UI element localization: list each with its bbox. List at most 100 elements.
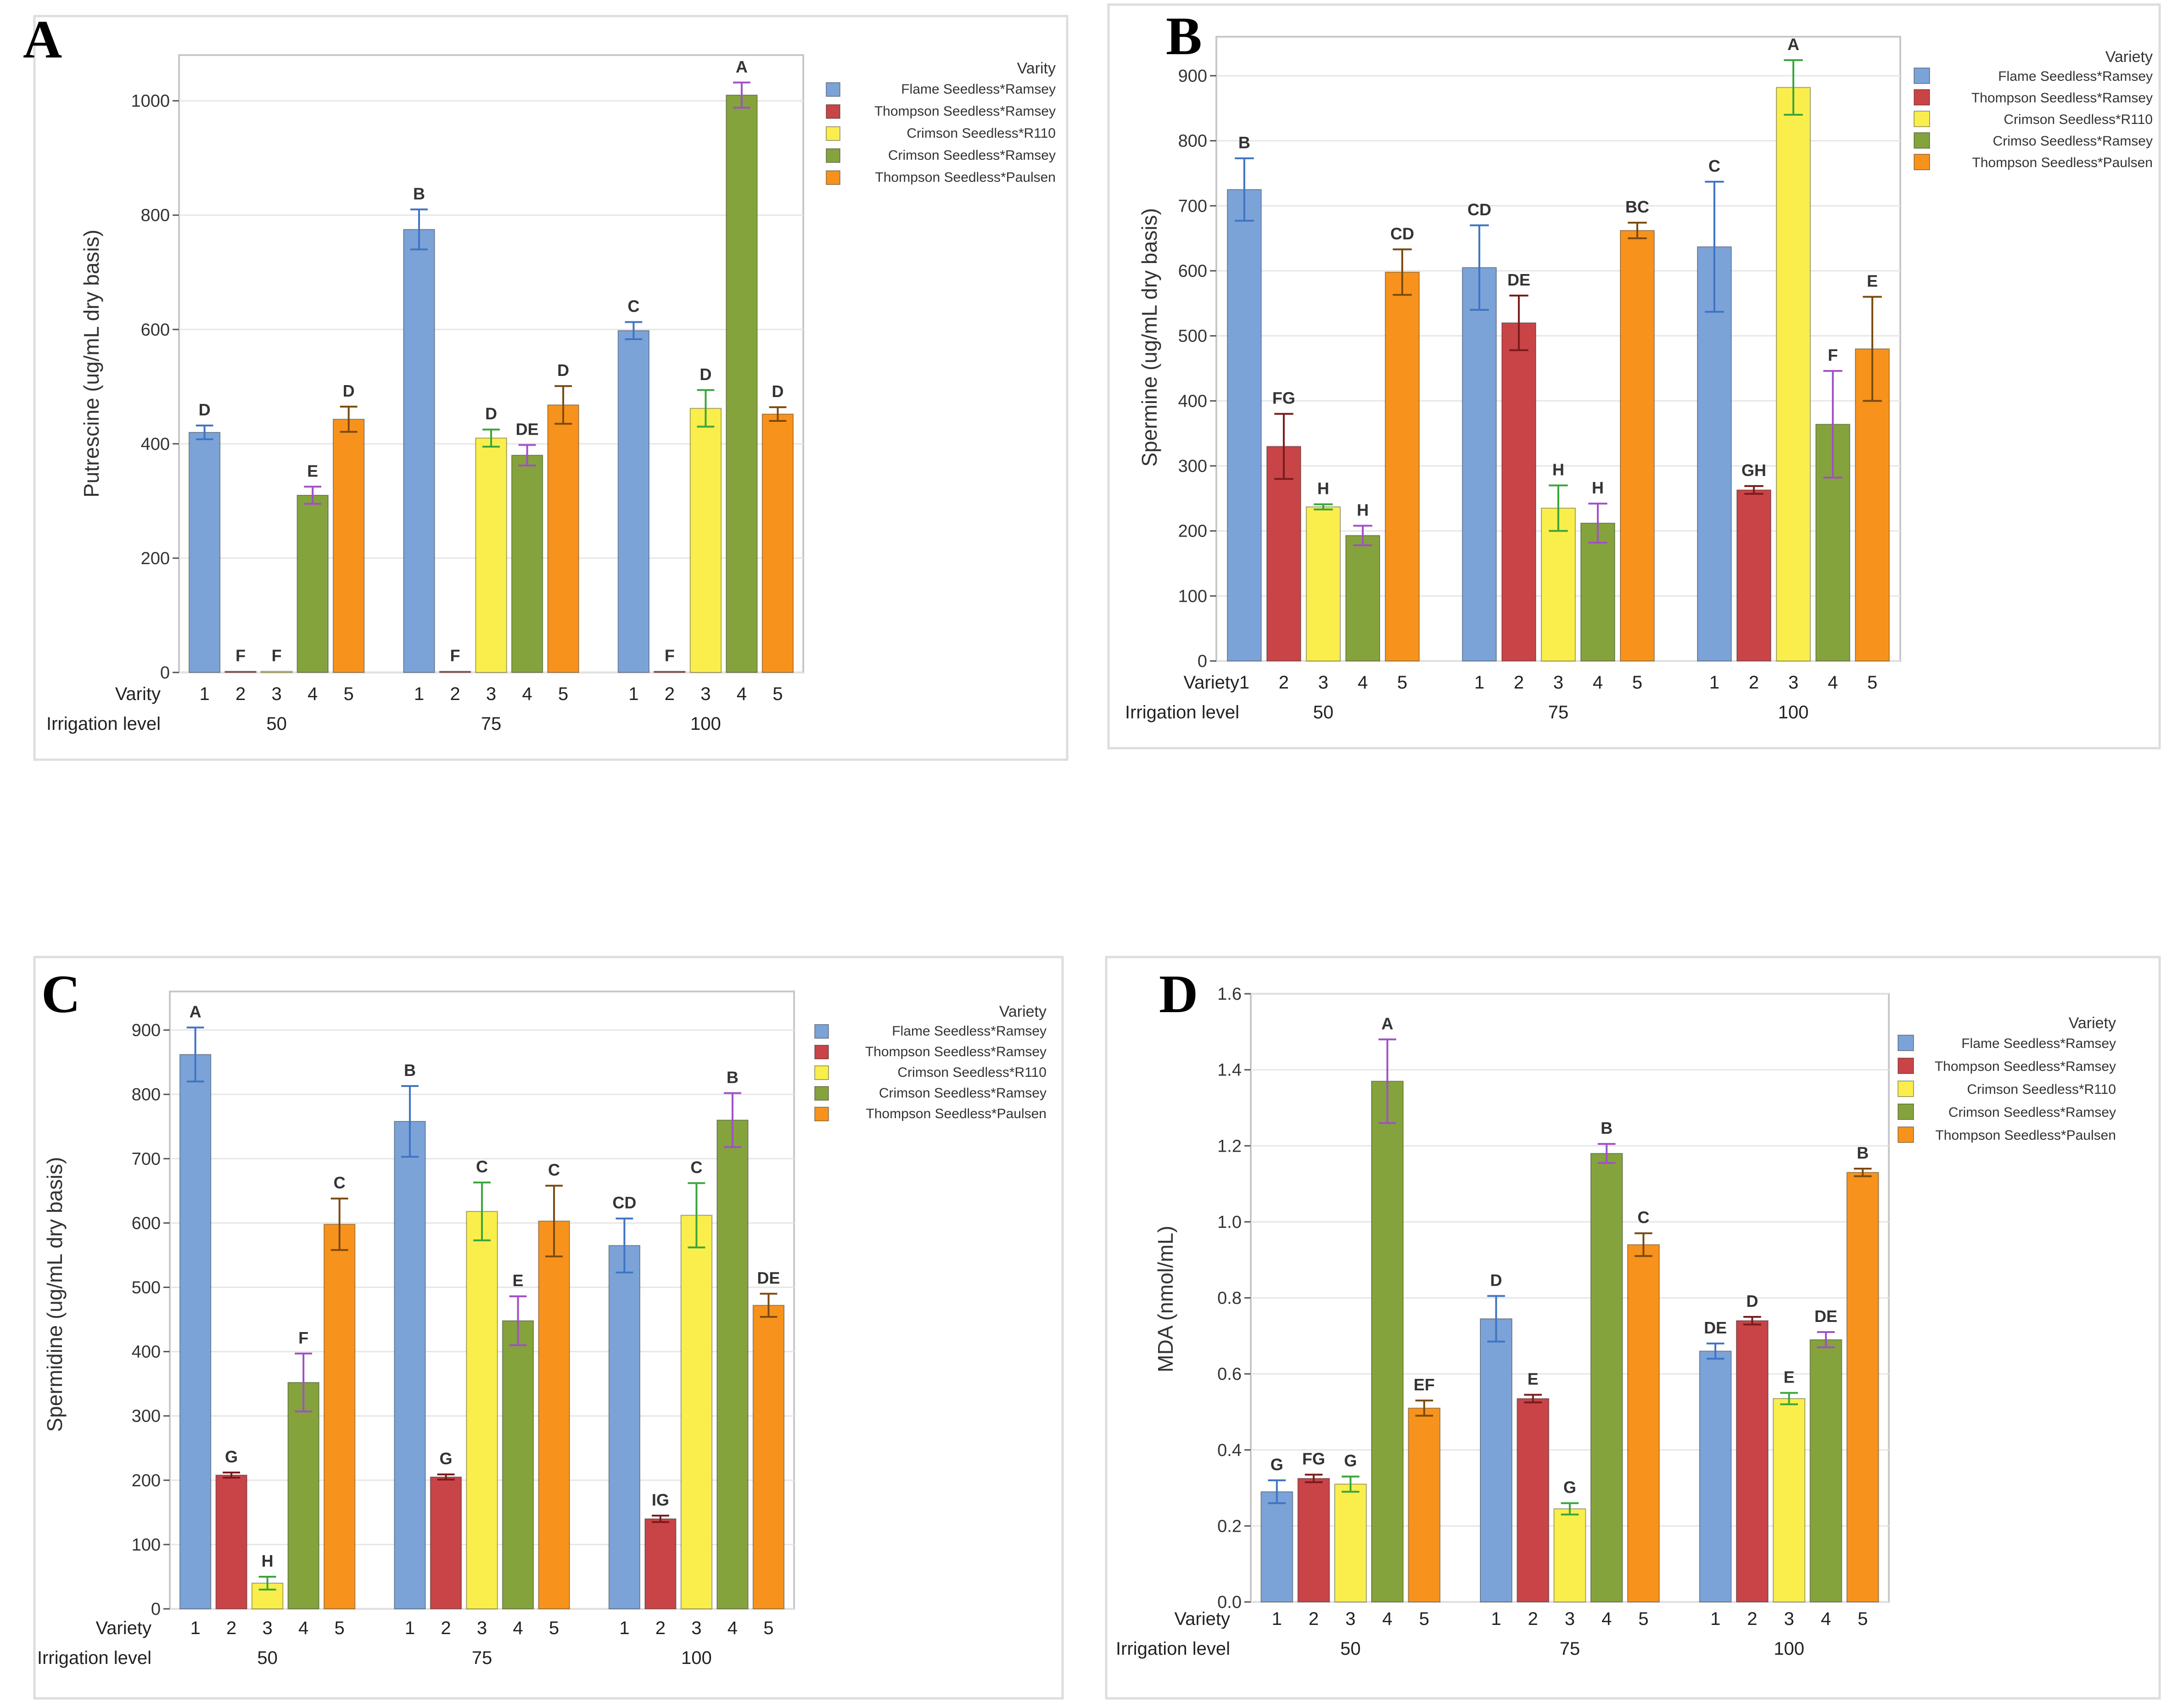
panel-b-legend-swatch-4 [1914, 132, 1930, 149]
panel-b-bar-g3-v1 [1697, 246, 1732, 661]
panel-d-x-tick-g2-v1: 1 [1491, 1609, 1501, 1629]
panel-d-y-tick-label-2: 0.4 [1217, 1441, 1242, 1460]
panel-b-x-tick-g3-v2: 2 [1749, 672, 1759, 693]
panel-a-variety-row-label: Varity [115, 684, 161, 704]
panel-d-x-tick-g1-v2: 2 [1309, 1609, 1319, 1629]
panel-c-sig-letter-g3-v2: IG [652, 1490, 669, 1509]
panel-c-y-axis-label: Spermidine (ug/mL dry basis) [43, 1157, 67, 1432]
panel-d-sig-letter-g3-v3: E [1784, 1368, 1795, 1387]
panel-b-legend-label-4: Crimso Seedless*Ramsey [1993, 134, 2153, 149]
panel-b-y-tick-label-0: 0 [1198, 652, 1207, 671]
panel-b-sig-letter-g2-v2: DE [1507, 270, 1530, 289]
panel-c-bar-g1-v1 [179, 1054, 212, 1609]
panel-b-error-bars [1235, 59, 1882, 546]
panel-d-sig-letter-g3-v1: DE [1704, 1318, 1727, 1337]
panel-a-x-tick-g3-v4: 4 [737, 684, 747, 704]
panel-b-sig-letter-g1-v1: B [1238, 133, 1250, 152]
panel-c-legend-swatch-2 [814, 1045, 829, 1059]
panel-d-y-axis-label: MDA (nmol/mL) [1153, 1226, 1177, 1372]
panel-c-x-tick-g1-v5: 5 [335, 1618, 345, 1638]
panel-d-bar-g1-v3 [1334, 1484, 1367, 1602]
panel-a-legend-label-3: Crimson Seedless*R110 [907, 126, 1056, 141]
panel-b-x-tick-g2-v3: 3 [1553, 672, 1563, 693]
panel-b-x-tick-g1-v5: 5 [1397, 672, 1407, 693]
panel-a-x-tick-g1-v2: 2 [235, 684, 246, 704]
panel-c-x-tick-g2-v2: 2 [441, 1618, 451, 1638]
panel-c-x-tick-g2-v3: 3 [477, 1618, 487, 1638]
panel-d-error-bars [1268, 1038, 1872, 1516]
panel-b-x-tick-g3-v4: 4 [1828, 672, 1838, 693]
panel-c-legend-label-4: Crimson Seedless*Ramsey [879, 1086, 1047, 1101]
panel-a-sig-letter-g1-v2: F [235, 646, 246, 665]
panel-a-group-label-3: 100 [690, 714, 721, 734]
panel-a-error-bars [196, 81, 787, 505]
panel-d-bar-g2-v2 [1517, 1398, 1550, 1602]
panel-c-sig-letter-g2-v5: C [548, 1160, 560, 1179]
panel-d-bar-g3-v3 [1773, 1398, 1806, 1602]
panel-d-letter: D [1159, 964, 1198, 1024]
panel-c-legend: Variety Flame Seedless*Ramsey Thompson Se… [814, 1003, 1047, 1121]
panel-a-y-tick-label-0: 0 [160, 663, 170, 683]
panel-c-error-bars [186, 1026, 778, 1590]
panel-b-legend-label-5: Thompson Seedless*Paulsen [1972, 155, 2153, 170]
panel-d-x-tick-g2-v2: 2 [1528, 1609, 1538, 1629]
panel-d-x-tick-g3-v3: 3 [1784, 1609, 1794, 1629]
panel-a-sig-letter-g1-v1: D [199, 400, 211, 419]
panel-d-sig-letter-g2-v3: G [1563, 1478, 1576, 1497]
panel-b-significance-letters: B FG H H CD CD DE H H BC C GH A F E [1238, 35, 1878, 519]
panel-d-group-label-1: 50 [1340, 1639, 1361, 1659]
panel-a-x-tick-g3-v1: 1 [628, 684, 638, 704]
panel-b-sig-letter-g1-v3: H [1317, 479, 1329, 498]
panel-c-legend-swatch-1 [814, 1024, 829, 1039]
panel-d-sig-letter-g1-v5: EF [1414, 1375, 1435, 1394]
panel-d-x-tick-g2-v3: 3 [1565, 1609, 1575, 1629]
panel-c-bar-g2-v1 [394, 1121, 426, 1610]
panel-d-x-tick-g1-v4: 4 [1382, 1609, 1392, 1629]
panel-a: A D F F E D B F D DE D C F D A D 0 200 400 600 800 1000 1 2 3… [23, 9, 1069, 761]
panel-a-irrigation-groups: 50 75 100 [266, 714, 721, 734]
panel-d-x-tick-g3-v4: 4 [1821, 1609, 1831, 1629]
panel-a-bar-g1-v4 [297, 494, 329, 673]
panel-c-x-tick-g1-v4: 4 [298, 1618, 308, 1638]
panel-a-x-tick-g2-v1: 1 [414, 684, 424, 704]
panel-a-bar-g3-v1 [617, 330, 650, 673]
panel-c-sig-letter-g2-v4: E [513, 1271, 524, 1290]
panel-b-irrigation-row-label: Irrigation level [1125, 702, 1239, 722]
panel-b-x-ticks: 1 2 3 4 5 1 2 3 4 5 1 2 3 4 5 [1239, 672, 1877, 693]
panel-d-x-tick-g3-v2: 2 [1747, 1609, 1757, 1629]
panel-b-y-tick-label-4: 400 [1178, 392, 1207, 411]
panel-d-x-tick-g2-v4: 4 [1601, 1609, 1612, 1629]
panel-a-sig-letter-g3-v2: F [665, 646, 675, 665]
panel-b-bar-g2-v1 [1461, 267, 1497, 661]
panel-b-bar-g1-v1 [1226, 189, 1262, 662]
panel-a-y-tick-label-4: 800 [141, 206, 170, 225]
panel-d-group-label-3: 100 [1774, 1639, 1804, 1659]
panel-a-sig-letter-g1-v4: E [307, 461, 318, 480]
panel-d-legend-swatch-2 [1898, 1058, 1914, 1074]
panel-a-bars [188, 95, 794, 673]
panel-a-group-label-2: 75 [481, 714, 502, 734]
panel-d-legend-swatch-5 [1898, 1126, 1914, 1143]
panel-b-x-tick-g1-v4: 4 [1358, 672, 1368, 693]
panel-b-sig-letter-g1-v2: FG [1272, 389, 1295, 408]
panel-b-legend-label-1: Flame Seedless*Ramsey [1998, 69, 2153, 84]
panel-d-sig-letter-g2-v4: B [1601, 1119, 1612, 1137]
panel-d-x-tick-g1-v5: 5 [1419, 1609, 1429, 1629]
panel-a-significance-letters: D F F E D B F D DE D C F D A D [199, 57, 784, 665]
panel-b-sig-letter-g3-v3: A [1787, 35, 1799, 54]
panel-b-y-tick-label-1: 100 [1178, 587, 1207, 606]
panel-c-irrigation-row-label: Irrigation level [37, 1648, 151, 1668]
panel-a-x-tick-g1-v4: 4 [308, 684, 318, 704]
panel-a-x-tick-g2-v5: 5 [558, 684, 568, 704]
panel-d-y-tick-label-0: 0.0 [1217, 1593, 1242, 1612]
panel-c-x-tick-g3-v5: 5 [763, 1618, 773, 1638]
panel-a-letter: A [23, 9, 62, 69]
panel-b-bar-g2-v2 [1501, 322, 1536, 661]
panel-c-bar-g3-v1 [608, 1245, 641, 1609]
panel-b-legend-swatch-2 [1914, 89, 1930, 106]
panel-d-sig-letter-g1-v1: G [1271, 1455, 1283, 1474]
panel-d-bar-g2-v5 [1627, 1244, 1660, 1602]
panel-c-legend-swatch-5 [814, 1107, 829, 1121]
panel-b-y-tick-label-7: 700 [1178, 196, 1207, 216]
panel-b-y-tick-label-2: 200 [1178, 522, 1207, 541]
